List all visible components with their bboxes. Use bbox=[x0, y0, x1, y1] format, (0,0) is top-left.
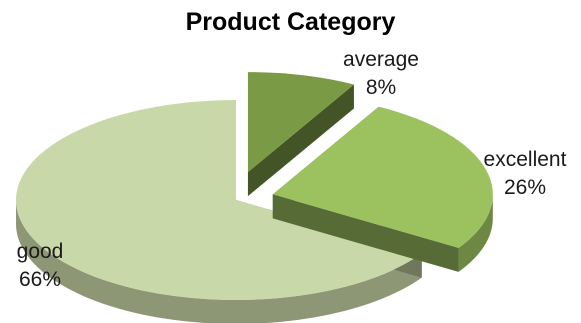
slice-label-good: good 66% bbox=[0, 238, 80, 294]
slice-value-good: 66% bbox=[18, 268, 62, 291]
pie-slice-side-good bbox=[16, 200, 422, 323]
pie-slice-face-excellent-1 bbox=[272, 194, 459, 272]
slice-name-excellent: excellent bbox=[483, 148, 567, 171]
chart-title: Product Category bbox=[185, 8, 396, 36]
slice-label-average: average 8% bbox=[336, 46, 426, 102]
slice-label-excellent: excellent 26% bbox=[470, 146, 580, 202]
slice-value-excellent: 26% bbox=[503, 176, 547, 199]
slice-name-average: average bbox=[343, 48, 419, 71]
pie-slice-average bbox=[247, 72, 354, 197]
slice-name-good: good bbox=[16, 240, 64, 263]
pie-slice-top-good bbox=[15, 100, 422, 300]
pie-slice-face-average-1 bbox=[247, 84, 354, 197]
pie-slice-side-excellent bbox=[458, 194, 493, 272]
pie-slice-excellent bbox=[272, 106, 493, 272]
pie-slice-top-excellent bbox=[272, 106, 493, 248]
slice-value-average: 8% bbox=[365, 76, 397, 99]
pie-slice-top-average bbox=[247, 72, 354, 173]
